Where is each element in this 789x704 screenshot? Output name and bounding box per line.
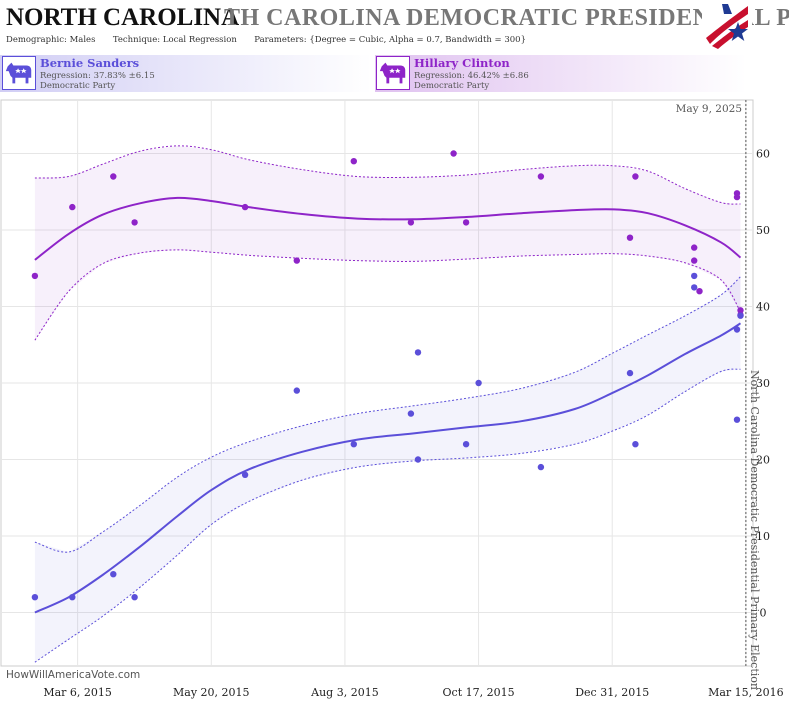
upper-bound-clinton: [34, 145, 741, 205]
technique-value: Local Regression: [162, 35, 237, 45]
state-title: NORTH CAROLINA: [6, 4, 240, 31]
trend-line-sanders: [34, 322, 742, 614]
poll-point-clinton[interactable]: [110, 173, 117, 180]
poll-point-sanders[interactable]: [131, 594, 138, 601]
x-tick-label: May 20, 2015: [173, 686, 250, 699]
poll-point-clinton[interactable]: [632, 173, 639, 180]
election-day-label: North Carolina Democratic Presidential P…: [748, 370, 761, 690]
parameters-label: Parameters:: [254, 35, 307, 45]
poll-point-clinton[interactable]: [733, 193, 741, 201]
poll-point-sanders[interactable]: [293, 387, 300, 394]
candidate-name-clinton: Hillary Clinton: [414, 56, 510, 70]
candidate-party-sanders: Democratic Party: [40, 81, 116, 91]
poll-point-sanders[interactable]: [691, 284, 698, 291]
technique-label: Technique:: [112, 35, 161, 45]
poll-point-clinton[interactable]: [537, 173, 545, 180]
democratic-donkey-icon: [2, 56, 36, 90]
polling-chart: 0 10 20 30 40 50 60 Mar 6, 2015 May 20, 2015 Aug …: [0, 99, 784, 699]
poll-point-sanders[interactable]: [737, 312, 744, 319]
american-flag-star-icon: [702, 0, 752, 50]
x-tick-label: Oct 17, 2015: [443, 686, 515, 699]
poll-point-sanders[interactable]: [241, 471, 249, 478]
x-tick-label: Aug 3, 2015: [310, 686, 379, 699]
upper-bound-sanders: [34, 276, 741, 553]
race-title: TH CAROLINA DEMOCRATIC PRESIDENTIAL P: [224, 5, 789, 31]
poll-point-sanders[interactable]: [69, 594, 76, 601]
poll-point-sanders[interactable]: [626, 369, 634, 377]
legend-gradients: [0, 55, 747, 92]
lower-bound-sanders: [34, 368, 741, 663]
poll-point-clinton[interactable]: [450, 150, 457, 157]
legend-bg-clinton: [375, 55, 747, 92]
y-tick-label: 60: [756, 148, 770, 161]
poll-point-clinton[interactable]: [407, 219, 415, 226]
date-label: May 9, 2025: [676, 103, 742, 115]
poll-point-sanders[interactable]: [462, 441, 470, 448]
y-tick-label: 0: [760, 606, 767, 619]
watermark: HowWillAmericaVote.com: [6, 669, 140, 681]
y-tick-label: 50: [756, 224, 770, 237]
poll-point-clinton[interactable]: [350, 158, 357, 165]
poll-point-clinton[interactable]: [131, 219, 138, 226]
poll-point-sanders[interactable]: [733, 326, 741, 333]
poll-point-sanders[interactable]: [31, 594, 39, 601]
candidate-party-clinton: Democratic Party: [414, 81, 490, 91]
lower-bound-clinton: [34, 249, 741, 341]
poll-point-clinton[interactable]: [691, 257, 698, 264]
poll-point-clinton[interactable]: [241, 203, 249, 211]
candidate-regression-sanders: Regression: 37.83% ±6.15: [40, 71, 155, 81]
x-tick-label: Mar 6, 2015: [43, 686, 112, 699]
demographic-value: Males: [69, 35, 96, 45]
poll-point-clinton[interactable]: [293, 257, 300, 264]
x-tick-label: Mar 15, 2016: [708, 686, 784, 699]
poll-point-sanders[interactable]: [414, 456, 422, 463]
candidate-name-sanders: Bernie Sanders: [40, 56, 140, 70]
candidate-regression-clinton: Regression: 46.42% ±6.86: [414, 71, 529, 81]
demographic-label: Demographic:: [6, 35, 67, 45]
poll-point-clinton[interactable]: [696, 288, 703, 295]
poll-point-sanders[interactable]: [110, 571, 117, 578]
parameters-value: {Degree = Cubic, Alpha = 0.7, Bandwidth …: [309, 35, 526, 45]
legend-bg-sanders: [0, 55, 372, 92]
poll-point-sanders[interactable]: [632, 441, 639, 448]
y-tick-label: 30: [756, 377, 770, 390]
chart-header: NORTH CAROLINA TH CAROLINA DEMOCRATIC PR…: [0, 0, 789, 52]
poll-point-clinton[interactable]: [69, 203, 76, 211]
y-tick-label: 10: [756, 530, 770, 543]
poll-point-clinton[interactable]: [626, 234, 634, 241]
poll-point-clinton[interactable]: [462, 219, 470, 226]
x-tick-label: Dec 31, 2015: [575, 686, 649, 699]
poll-point-sanders[interactable]: [691, 272, 698, 280]
poll-point-sanders[interactable]: [733, 416, 741, 423]
y-tick-label: 40: [756, 301, 770, 314]
poll-point-sanders[interactable]: [350, 441, 357, 448]
y-tick-label: 20: [756, 453, 770, 466]
poll-point-clinton[interactable]: [31, 272, 39, 280]
trend-line-clinton: [34, 196, 742, 261]
democratic-donkey-icon: [376, 56, 410, 90]
poll-point-clinton[interactable]: [691, 244, 698, 251]
poll-point-sanders[interactable]: [537, 463, 545, 471]
poll-point-sanders[interactable]: [407, 410, 415, 417]
parameters-line: Demographic: Males Technique: Local Regr…: [6, 35, 526, 45]
confidence-band-clinton: [34, 145, 741, 341]
poll-point-sanders[interactable]: [475, 379, 482, 387]
poll-point-clinton[interactable]: [737, 307, 744, 314]
poll-point-sanders[interactable]: [414, 349, 422, 356]
